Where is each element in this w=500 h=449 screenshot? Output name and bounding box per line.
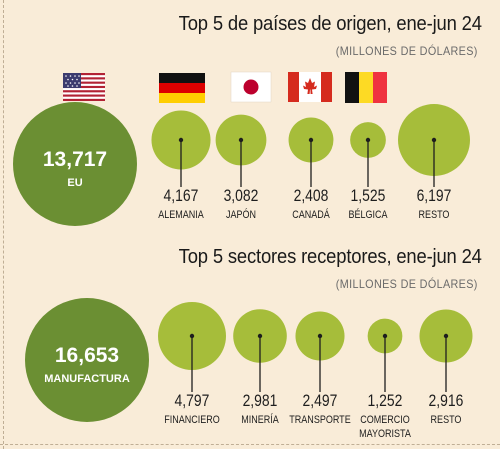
chart-2-value-label-1: 4,797: [175, 392, 210, 411]
chart-2-category-label-3: TRANSPORTE: [289, 414, 351, 426]
chart-1-center-dot-2: [238, 137, 244, 143]
bottom-dashed-border: [0, 444, 500, 445]
chart-1-title: Top 5 de países de origen, ene-jun 24: [178, 12, 482, 35]
chart-1-featured-label: EU: [67, 177, 82, 189]
chart-2-value-label-5: 2,916: [429, 392, 464, 411]
chart-1-center-dot-5: [431, 137, 437, 143]
chart-2-title: Top 5 sectores receptores, ene-jun 24: [178, 245, 482, 268]
chart-1-value-label-2: 3,082: [224, 187, 259, 206]
chart-1-category-label-3: CANADÁ: [292, 207, 330, 221]
chart-1-featured-value: 13,717: [43, 148, 107, 171]
chart-1-category-label-5: RESTO: [419, 209, 450, 221]
chart-1-category-label-4: BÉLGICA: [348, 207, 387, 221]
chart-1-subtitle: (MILLONES DE DÓLARES): [335, 44, 478, 58]
chart-2-featured-label: MANUFACTURA: [44, 373, 130, 385]
chart-1-featured-circle: [13, 102, 137, 226]
chart-2-category-label-2: MINERÍA: [241, 412, 279, 426]
chart-2-category-label-4-line-1: COMERCIO: [360, 414, 410, 426]
chart-2-center-dot-2: [257, 333, 263, 339]
chart-1-value-label-5: 6,197: [417, 187, 452, 206]
chart-1-value-label-3: 2,408: [294, 187, 329, 206]
usa-flag: [63, 73, 105, 101]
chart-1-value-label-1: 4,167: [164, 187, 199, 206]
chart-2-category-label-4-line-2: MAYORISTA: [359, 428, 411, 440]
japan-flag: [230, 71, 272, 103]
chart-1-value-label-4: 1,525: [351, 187, 386, 206]
chart-1-center-dot-3: [308, 137, 314, 143]
chart-1-category-label-2: JAPÓN: [226, 207, 256, 221]
chart-2-center-dot-1: [189, 333, 195, 339]
chart-1-center-dot-1: [178, 137, 184, 143]
chart-2-category-label-1: FINANCIERO: [164, 414, 220, 426]
chart-2-center-dot-5: [443, 333, 449, 339]
left-dashed-border: [3, 0, 4, 449]
chart-2-center-dot-4: [382, 333, 388, 339]
canada-flag: [288, 72, 332, 102]
chart-2-featured-circle: [25, 298, 149, 422]
chart-2-value-label-2: 2,981: [243, 392, 278, 411]
chart-2-featured-value: 16,653: [55, 344, 119, 367]
chart-2-subtitle: (MILLONES DE DÓLARES): [335, 277, 478, 291]
chart-2-center-dot-3: [317, 333, 323, 339]
chart-2-value-label-3: 2,497: [303, 392, 338, 411]
chart-2-category-label-5: RESTO: [431, 414, 462, 426]
belgium-flag: [345, 72, 387, 103]
chart-2-value-label-4: 1,252: [368, 392, 403, 411]
chart-1-center-dot-4: [365, 137, 371, 143]
chart-1-category-label-1: ALEMANIA: [158, 209, 204, 221]
germany-flag: [159, 73, 205, 103]
